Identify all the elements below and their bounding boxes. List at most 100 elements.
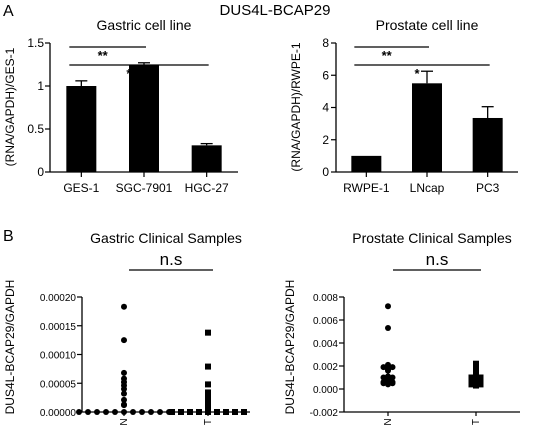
data-point-t [232,409,238,415]
significance-label: n.s [160,250,183,269]
data-point-t [205,389,211,396]
y-axis-label: DUS4L-BCAP29/GAPDH [3,280,17,415]
data-point-n [380,380,387,387]
data-point-n [157,409,163,415]
panel-a-label: A [3,3,14,20]
panel-b-label: B [3,228,14,245]
data-point-n [385,367,391,374]
data-point-t [223,409,229,415]
data-point-n [112,409,118,415]
y-tick-label: 0.004 [313,339,338,350]
data-point-n [121,337,127,344]
x-tick-label: PC3 [476,181,500,195]
data-point-n [121,402,127,409]
y-tick-label: 0.00000 [40,408,77,419]
x-tick-label: GES-1 [63,181,99,195]
chart-3: Gastric Clinical Samples DUS4L-BCAP29/GAP… [3,230,250,426]
data-point-t [473,382,479,389]
bar-rwpe-1 [351,155,382,172]
chart-4: Prostate Clinical Samples DUS4L-BCAP29/GA… [283,230,520,426]
x-tick-label: HGC-27 [185,181,229,195]
data-point-n [121,369,127,376]
chart-title: Gastric Clinical Samples [90,230,242,246]
data-point-t [205,329,211,336]
data-point-n [385,303,391,310]
y-tick-label: 0.000 [313,385,338,396]
data-point-n [389,374,396,381]
y-tick-label: 0.006 [313,316,338,327]
y-tick-label: 0 [37,165,44,179]
data-point-n [94,409,100,415]
x-tick-label: LNcap [410,181,445,195]
data-point-n [389,364,396,371]
data-point-t [196,409,202,415]
data-point-t [241,409,247,415]
data-point-t [473,360,479,367]
data-point-t [214,409,220,415]
y-tick-label: 6 [322,68,329,82]
data-point-t [477,374,484,381]
x-tick-label: N [383,418,394,425]
data-point-n [389,380,396,387]
significance-label: * [414,66,420,81]
y-tick-label: 0.5 [27,122,44,136]
data-point-n [76,409,82,415]
data-point-n [385,381,391,388]
data-point-t [178,409,184,415]
y-tick-label: 1 [37,79,44,93]
significance-label: *** [126,66,142,81]
y-axis-label: (RNA/GAPDH)/RWPE-1 [289,42,303,171]
y-axis-label: DUS4L-BCAP29/GAPDH [283,280,297,415]
figure-title: DUS4L-BCAP29 [220,2,331,19]
significance-label: ** [382,48,393,63]
x-tick-label: T [203,419,214,425]
data-point-n [380,364,387,371]
chart-1: Gastric cell line (RNA/GAPDH)/GES-1 0 0.5 1 1… [3,17,238,195]
data-point-n [121,390,127,397]
y-tick-label: 0.00005 [40,379,77,390]
data-point-n [380,374,387,381]
x-tick-label: T [471,419,482,425]
significance-label: n.s [426,250,449,269]
bar-hgc-27 [191,145,222,172]
chart-title: Prostate cell line [376,17,479,33]
y-tick-label: 0 [322,165,329,179]
y-tick-label: 2 [322,133,329,147]
y-tick-label: -0.002 [310,408,339,419]
data-point-n [139,409,145,415]
data-point-t [205,363,211,370]
chart-title: Gastric cell line [97,17,192,33]
bar-lncap [412,83,442,172]
data-point-n [121,396,127,403]
bar-pc3 [472,117,503,172]
data-point-t [468,374,475,381]
y-tick-label: 0.008 [313,293,338,304]
data-point-n [103,409,109,415]
data-point-n [85,409,91,415]
data-point-n [148,409,154,415]
data-point-n [130,409,136,415]
y-tick-label: 0.00020 [40,293,77,304]
data-point-t [205,381,211,388]
chart-2: Prostate cell line (RNA/GAPDH)/RWPE-1 0 2 4 6… [289,17,518,195]
bar-ges-1 [66,86,97,172]
y-tick-label: 0.00010 [40,351,77,362]
x-tick-label: SGC-7901 [116,181,173,195]
x-tick-label: N [119,418,130,425]
chart-title: Prostate Clinical Samples [352,230,512,246]
y-axis-label: (RNA/GAPDH)/GES-1 [3,47,17,166]
data-point-t [468,381,475,388]
data-point-t [477,381,484,388]
data-point-n [121,303,127,310]
y-tick-label: 4 [322,101,329,115]
y-tick-label: 1.5 [27,36,44,50]
y-tick-label: 0.00015 [40,322,77,333]
data-point-t [187,409,193,415]
data-point-n [385,325,391,332]
data-point-n [121,386,127,392]
bar-sgc-7901 [129,64,159,172]
y-tick-label: 0.002 [313,362,338,373]
x-tick-label: RWPE-1 [343,181,390,195]
y-tick-label: 8 [322,36,329,50]
